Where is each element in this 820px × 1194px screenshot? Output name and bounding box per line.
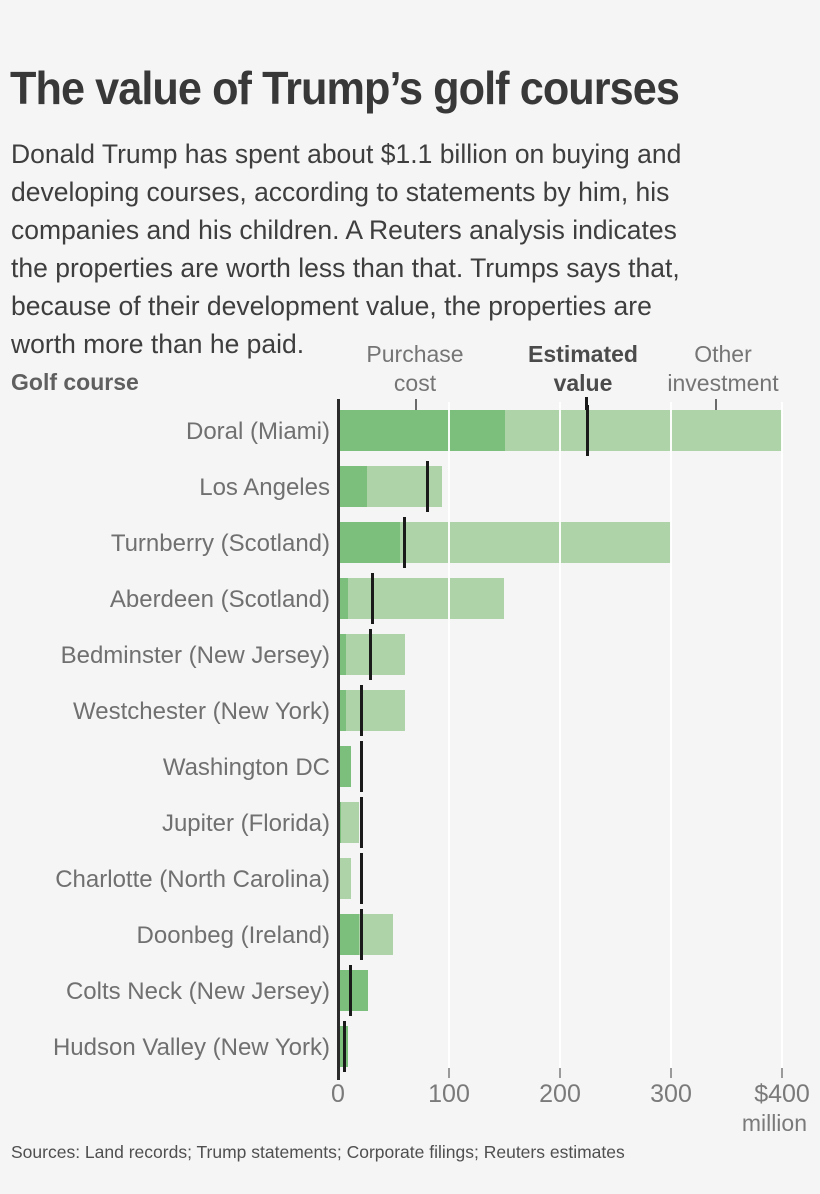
row-label: Colts Neck (New Jersey) [65, 978, 330, 1005]
row-label: Doonbeg (Ireland) [136, 922, 330, 949]
sources: Sources: Land records; Trump statements;… [11, 1142, 625, 1162]
column-header-golf-course: Golf course [11, 369, 139, 395]
x-tick-label: $400 [754, 1080, 810, 1108]
column-header-estimated-value: Estimated value [528, 341, 638, 396]
estimated-value-tick [403, 517, 407, 568]
estimated-value-pointer-line [585, 397, 588, 412]
row-label: Hudson Valley (New York) [52, 1034, 330, 1061]
bar-other-investment [359, 914, 394, 955]
row-label: Turnberry (Scotland) [110, 530, 330, 557]
estimated-value-tick [359, 741, 363, 792]
column-header-other-investment: Other investment [667, 341, 779, 396]
x-tick-label: 200 [539, 1080, 581, 1108]
estimated-value-tick [426, 461, 430, 512]
plot-area [337, 399, 785, 1080]
bar-other-investment [345, 690, 405, 731]
column-header-purchase-cost: Purchase cost [366, 341, 464, 396]
zero-axis-line [337, 399, 340, 1080]
bar-other-investment [340, 858, 352, 899]
estimated-value-tick [359, 685, 363, 736]
bar-purchase-cost [338, 634, 346, 675]
gridline [781, 402, 783, 1068]
estimated-value-tick [359, 909, 363, 960]
bar-other-investment [366, 466, 443, 507]
x-tick-label: 100 [428, 1080, 470, 1108]
unit-label: million [741, 1110, 807, 1136]
bar-other-investment [400, 522, 671, 563]
bar-purchase-cost [338, 1026, 348, 1067]
gridline [448, 402, 450, 1068]
estimated-value-tick [586, 405, 590, 456]
bar-purchase-cost [338, 578, 348, 619]
bar-purchase-cost [338, 466, 367, 507]
row-label: Doral (Miami) [186, 418, 330, 445]
estimated-value-tick [343, 1021, 347, 1072]
estimated-value-tick [359, 797, 363, 848]
bar-purchase-cost [338, 410, 505, 451]
estimated-value-tick [348, 965, 352, 1016]
row-label: Westchester (New York) [73, 698, 330, 725]
bar-other-investment [347, 578, 505, 619]
x-axis-tick-labels: 0 100 200 300 $400 [331, 1080, 810, 1110]
row-label: Jupiter (Florida) [161, 810, 330, 837]
chart-title: The value of Trump’s golf courses [10, 61, 680, 114]
axis-tick [559, 1068, 561, 1078]
row-label: Los Angeles [199, 474, 330, 501]
x-tick-label: 0 [331, 1080, 345, 1108]
bar-other-investment [345, 634, 405, 675]
row-labels: Doral (Miami) Los Angeles Turnberry (Scotl… [0, 402, 330, 1068]
row-label: Charlotte (North Carolina) [55, 866, 330, 893]
bar-other-investment [504, 410, 782, 451]
chart-intro: Donald Trump has spent about $1.1 billio… [11, 138, 682, 359]
row-label: Aberdeen (Scotland) [109, 586, 330, 613]
x-tick-label: 300 [650, 1080, 692, 1108]
gridline [559, 402, 561, 1068]
axis-tick [670, 1068, 672, 1078]
estimated-value-tick [359, 853, 363, 904]
bar-purchase-cost [338, 746, 352, 787]
axis-tick [448, 1068, 450, 1078]
bar-purchase-cost [338, 522, 401, 563]
gridline [670, 402, 672, 1068]
estimated-value-tick [368, 629, 372, 680]
bar-other-investment [341, 802, 360, 843]
estimated-value-tick [370, 573, 374, 624]
bar-purchase-cost [338, 970, 368, 1011]
bar-purchase-cost [338, 690, 346, 731]
bar-purchase-cost [338, 914, 360, 955]
row-label: Bedminster (New Jersey) [60, 642, 330, 669]
row-label: Washington DC [162, 754, 330, 781]
axis-tick [781, 1068, 783, 1078]
